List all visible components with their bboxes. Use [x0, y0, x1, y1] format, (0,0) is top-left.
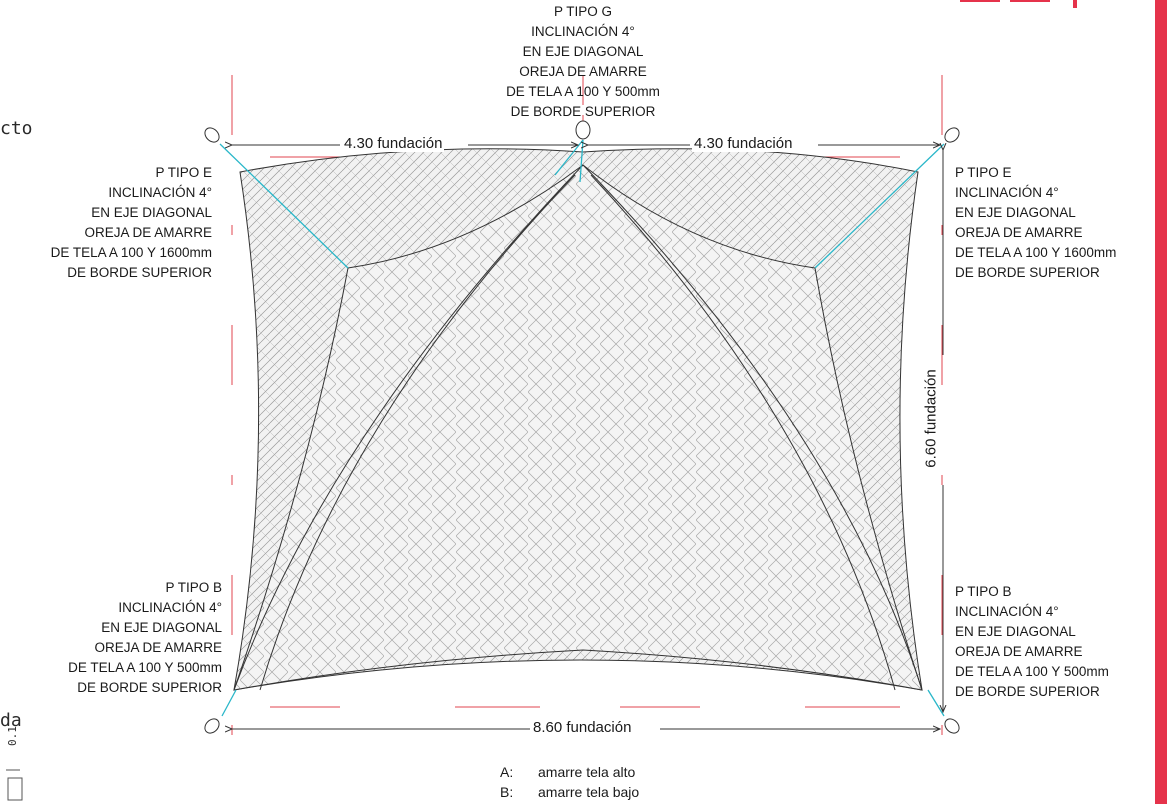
dimension-top-left: 4.30 fundación	[342, 135, 445, 152]
label-pole-g-top: P TIPO G INCLINACIÓN 4° EN EJE DIAGONAL OR…	[506, 4, 660, 119]
label-pole-e-top-right: P TIPO E INCLINACIÓN 4° EN EJE DIAGONAL OR…	[955, 165, 1117, 280]
legend-text-a: amarre tela alto	[538, 764, 636, 780]
legend-row-a: A: amarre tela alto	[500, 762, 639, 782]
accent-logo-fragment	[960, 0, 1077, 8]
dimension-right: 6.60 fundación	[922, 367, 940, 470]
sail-upper-layer	[233, 164, 923, 691]
dimension-bottom: 8.60 fundación	[531, 719, 634, 736]
scale-fragment-label: 0.1	[6, 726, 19, 746]
legend-key-b: B:	[500, 784, 514, 800]
cropped-text-bottom-left: da	[0, 710, 22, 731]
label-pole-b-bottom-left: P TIPO B INCLINACIÓN 4° EN EJE DIAGONAL OR…	[68, 580, 222, 695]
legend-text-b: amarre tela bajo	[538, 784, 640, 800]
legend-row-b: B: amarre tela bajo	[500, 782, 639, 802]
dimension-lines	[232, 145, 943, 729]
label-pole-b-bottom-right: P TIPO B INCLINACIÓN 4° EN EJE DIAGONAL OR…	[955, 584, 1109, 699]
scale-fragment	[6, 769, 23, 801]
legend-key-a: A:	[500, 764, 514, 780]
cropped-text-top-left: cto	[0, 118, 33, 139]
poles	[204, 120, 960, 734]
label-pole-e-top-left: P TIPO E INCLINACIÓN 4° EN EJE DIAGONAL OR…	[50, 165, 212, 280]
legend: A: amarre tela alto B: amarre tela bajo	[500, 762, 639, 802]
sail-seams	[233, 164, 923, 691]
dimension-top-right: 4.30 fundación	[692, 135, 795, 152]
accent-stripe	[1155, 0, 1167, 804]
